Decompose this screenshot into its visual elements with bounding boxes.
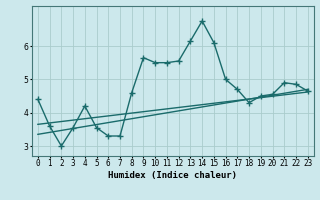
X-axis label: Humidex (Indice chaleur): Humidex (Indice chaleur)	[108, 171, 237, 180]
